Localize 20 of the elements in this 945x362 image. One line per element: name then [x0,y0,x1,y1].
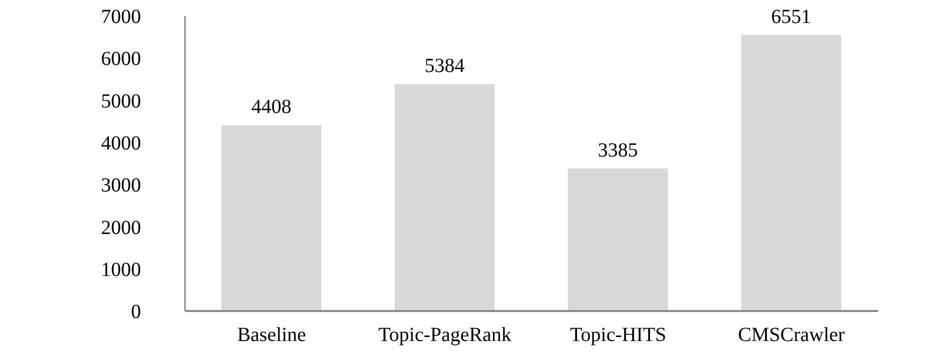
y-tick-label: 7000 [101,6,141,28]
y-tick-label: 0 [131,301,141,324]
x-tick-label: Topic-HITS [570,324,666,346]
y-tick-label: 5000 [101,90,141,112]
y-tick-label: 6000 [101,48,141,70]
x-tick-label: CMSCrawler [738,324,846,346]
y-tick-label: 2000 [101,216,141,239]
y-tick-label: 1000 [101,258,141,281]
x-tick-label: Baseline [237,324,306,346]
bar [741,34,842,311]
x-tick-label: Topic-PageRank [378,324,512,346]
bar [394,84,495,311]
y-tick-label: 3000 [101,174,141,197]
bar [221,125,322,311]
y-tick-label: 4000 [101,132,141,155]
data-label: 4408 [251,96,292,118]
data-label: 3385 [598,139,638,162]
data-label: 5384 [424,55,465,78]
data-label: 6551 [771,6,812,28]
bar [568,168,668,311]
